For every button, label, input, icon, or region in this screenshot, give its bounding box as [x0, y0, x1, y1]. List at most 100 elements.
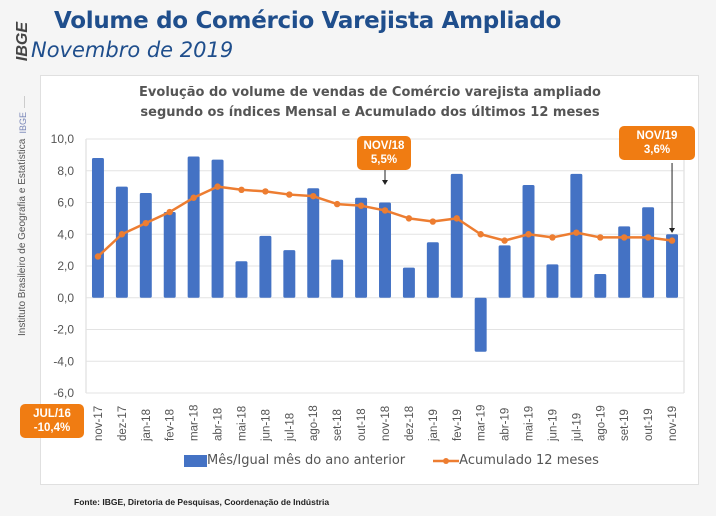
chart-title-line2: segundo os índices Mensal e Acumulado do…: [140, 105, 600, 120]
x-tick-label: mar-19: [476, 405, 488, 441]
bar: [115, 186, 128, 298]
x-tick-label: fev-19: [452, 409, 464, 441]
x-tick-label: set-18: [332, 409, 344, 441]
x-tick-label: jun-19: [547, 409, 559, 442]
callout-jul16-value: -10,4%: [33, 422, 71, 434]
bar: [139, 192, 152, 298]
x-tick-label: mai-18: [236, 406, 248, 441]
x-tick-label: ago-19: [595, 405, 607, 441]
y-tick-label: 4,0: [57, 227, 74, 241]
line-point: [621, 234, 628, 241]
callout-nov18: NOV/18 5,5%: [357, 136, 411, 170]
legend-bar-swatch: [184, 454, 207, 467]
page-title: Volume do Comércio Varejista Ampliado: [54, 8, 562, 34]
x-tick-label: jul-19: [571, 413, 583, 442]
x-tick-label: nov-18: [380, 406, 392, 441]
line-point: [477, 231, 484, 238]
y-tick-label: 10,0: [51, 132, 75, 146]
bar: [618, 226, 631, 298]
chart-legend: Mês/Igual mês do ano anterior Acumulado …: [184, 453, 599, 468]
line-point: [549, 234, 556, 241]
bar: [426, 242, 439, 298]
y-tick-label: 0,0: [57, 291, 74, 305]
line-point: [262, 188, 269, 195]
x-tick-label: ago-18: [308, 405, 320, 441]
line-point: [525, 231, 532, 238]
line-point: [501, 237, 508, 244]
x-tick-label: jul-18: [284, 413, 296, 442]
bar: [307, 188, 320, 298]
x-tick-label: abr-18: [213, 408, 225, 441]
bar: [331, 259, 344, 298]
bar: [546, 264, 559, 298]
x-tick-label: nov-19: [667, 406, 679, 441]
x-tick-label: jun-18: [260, 409, 272, 442]
y-tick-label: 8,0: [57, 164, 74, 178]
x-tick-label: set-19: [619, 409, 631, 441]
bar: [498, 245, 511, 298]
x-tick-label: jan-18: [141, 409, 153, 442]
line-point: [142, 219, 149, 227]
bar: [163, 212, 176, 298]
bar: [211, 159, 224, 298]
line-point: [429, 218, 437, 225]
line-point: [597, 234, 604, 241]
x-tick-label: mai-19: [524, 406, 536, 441]
x-tick-label: out-18: [356, 408, 368, 441]
line-point: [333, 200, 341, 208]
callout-jul16-label: JUL/16: [33, 408, 71, 420]
x-tick-label: abr-19: [500, 408, 512, 441]
line-point: [166, 208, 173, 216]
bar: [450, 173, 463, 298]
bar: [355, 197, 368, 298]
x-tick-label: mar-18: [189, 405, 201, 441]
x-tick-label: out-19: [643, 408, 655, 441]
legend-line-swatch: [433, 455, 460, 467]
chart-title-line1: Evolução do volume de vendas de Comércio…: [139, 85, 601, 100]
line-point: [668, 237, 676, 244]
line-point: [644, 234, 652, 241]
callout-jul16: JUL/16 -10,4%: [20, 404, 84, 438]
y-tick-label: 6,0: [57, 196, 74, 210]
x-tick-label: nov-17: [93, 406, 105, 441]
bar: [379, 202, 391, 298]
line-point: [357, 202, 365, 209]
bar: [594, 273, 607, 298]
bar: [91, 158, 104, 298]
line-point: [94, 253, 102, 260]
page-subtitle: Novembro de 2019: [31, 38, 234, 62]
line-point: [573, 229, 580, 236]
source-note: Fonte: IBGE, Diretoria de Pesquisas, Coo…: [74, 497, 330, 507]
line-point: [453, 215, 460, 222]
bar: [666, 234, 679, 298]
bar: [474, 297, 487, 352]
callout-nov19-arrow-head: [669, 228, 676, 233]
line-point: [381, 207, 389, 214]
line-point: [238, 186, 245, 193]
legend-bar-label: Mês/Igual mês do ano anterior: [207, 453, 406, 468]
bar: [283, 250, 296, 298]
side-divider: [24, 96, 25, 108]
callout-nov19-label: NOV/19: [636, 130, 678, 142]
line-point: [310, 192, 317, 200]
bar: [522, 185, 535, 298]
y-tick-label: -4,0: [53, 354, 74, 368]
line-point: [405, 215, 413, 222]
bar: [642, 207, 655, 298]
y-tick-label: -6,0: [53, 386, 74, 400]
x-tick-label: jan-19: [428, 409, 440, 442]
y-tick-label: 2,0: [57, 259, 74, 273]
bar: [187, 156, 200, 298]
chart-title: Evolução do volume de vendas de Comércio…: [130, 83, 610, 123]
y-tick-label: -2,0: [53, 323, 74, 337]
line-point: [214, 183, 221, 190]
callout-nov18-arrow-head: [382, 180, 388, 185]
bar: [259, 235, 272, 298]
callout-nov18-label: NOV/18: [363, 140, 405, 152]
x-tick-label: dez-17: [117, 406, 129, 441]
line-point: [286, 191, 293, 198]
line-point: [190, 194, 197, 201]
bar: [402, 267, 415, 298]
legend-line-label: Acumulado 12 meses: [459, 453, 599, 468]
